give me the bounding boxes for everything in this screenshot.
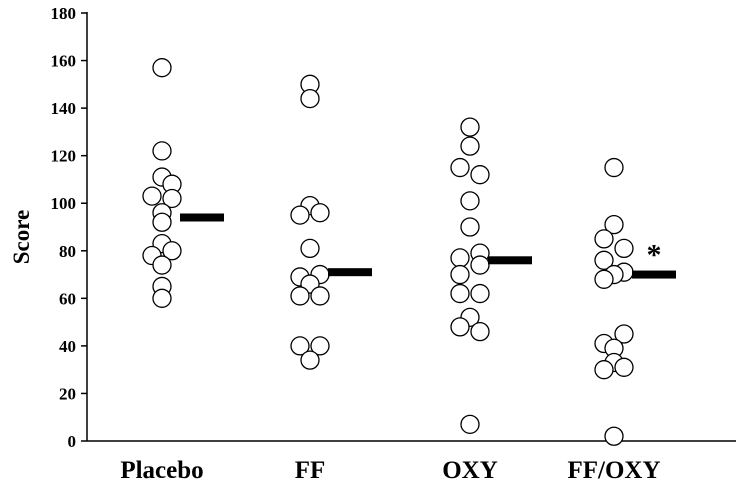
data-point <box>604 426 624 446</box>
y-ticks: 0 20 40 60 80 100 120 140 160 180 <box>51 4 87 451</box>
mean-bar <box>328 268 372 277</box>
data-point <box>450 317 470 337</box>
x-category-label: OXY <box>442 457 498 484</box>
data-point <box>310 286 330 306</box>
data-point <box>310 336 330 356</box>
y-tick-label: 100 <box>51 194 77 213</box>
data-point <box>614 324 634 344</box>
data-point <box>460 414 480 435</box>
data-point <box>152 255 172 275</box>
data-point <box>460 191 480 211</box>
data-point <box>290 336 310 356</box>
data-point <box>152 141 172 161</box>
y-tick-label: 20 <box>59 384 76 403</box>
data-point <box>450 157 470 178</box>
y-tick-label: 80 <box>59 242 76 261</box>
data-point <box>152 288 172 308</box>
data-point <box>152 212 172 232</box>
data-point <box>470 283 490 304</box>
data-point <box>450 248 470 268</box>
mean-bar <box>632 270 676 279</box>
data-point <box>460 217 480 237</box>
axes <box>86 12 736 442</box>
data-point <box>290 286 310 306</box>
data-point <box>300 350 320 370</box>
data-point <box>594 360 614 380</box>
data-point <box>604 214 624 235</box>
y-tick-label: 60 <box>59 289 76 308</box>
y-tick-label: 180 <box>51 4 77 23</box>
mean-bar <box>488 256 532 265</box>
data-point <box>450 283 470 304</box>
category-labels: Placebo FF OXY FF/OXY <box>120 457 660 484</box>
mean-bar <box>180 213 224 222</box>
data-point <box>470 165 490 185</box>
y-tick-label: 140 <box>51 99 77 118</box>
x-category-label: Placebo <box>120 457 203 484</box>
data-point <box>594 250 614 270</box>
data-point <box>162 241 182 261</box>
significance-marker: * <box>647 239 662 272</box>
y-tick-label: 120 <box>51 147 77 166</box>
data-point <box>310 203 330 223</box>
data-points <box>142 58 634 446</box>
data-point <box>614 357 634 377</box>
data-point <box>300 238 320 259</box>
y-axis-title: Score <box>9 210 34 265</box>
y-tick-label: 40 <box>59 337 76 356</box>
data-point <box>300 88 320 109</box>
data-point <box>604 157 624 178</box>
data-point <box>152 58 172 78</box>
data-point <box>594 229 614 249</box>
data-point <box>614 238 634 259</box>
y-tick-label: 0 <box>68 432 77 451</box>
y-tick-label: 160 <box>51 52 77 71</box>
data-point <box>290 205 310 225</box>
data-point <box>460 136 480 156</box>
data-point <box>470 255 490 275</box>
x-category-label: FF/OXY <box>567 457 660 484</box>
data-point <box>142 186 162 206</box>
data-point <box>594 269 614 289</box>
data-point <box>162 188 182 209</box>
mean-bars: * <box>180 213 676 279</box>
data-point <box>460 117 480 137</box>
data-point <box>450 264 470 285</box>
x-category-label: FF <box>295 457 326 484</box>
data-point <box>470 321 490 342</box>
